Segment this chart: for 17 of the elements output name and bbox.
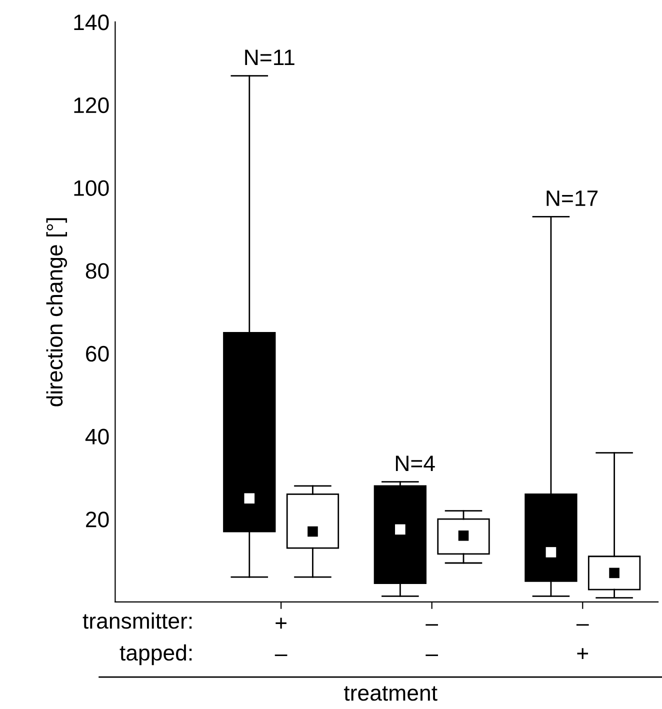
annotation: N=4 (396, 456, 435, 471)
y-tick-label: 40 (85, 428, 109, 445)
y-tick-label: 20 (86, 512, 109, 528)
y-tick-label: 140 (74, 14, 109, 30)
text: tapped: (120, 644, 192, 666)
category-label: – – (426, 624, 438, 656)
y-tick-label: 60 (86, 346, 109, 362)
x-axis-title: treatment (344, 686, 438, 701)
annotation: N=17 (546, 190, 598, 206)
text: transmitter: (82, 612, 192, 629)
x-tick-label: + – (274, 618, 288, 656)
x-tick-label: – + (576, 624, 589, 659)
y-tick-label: 100 (74, 180, 109, 196)
y-tick-label: 80 (86, 263, 109, 279)
y-axis-title: direction change [°] (46, 218, 68, 406)
y-tick-label: 120 (74, 97, 109, 114)
annotation: N=11 (245, 50, 294, 66)
